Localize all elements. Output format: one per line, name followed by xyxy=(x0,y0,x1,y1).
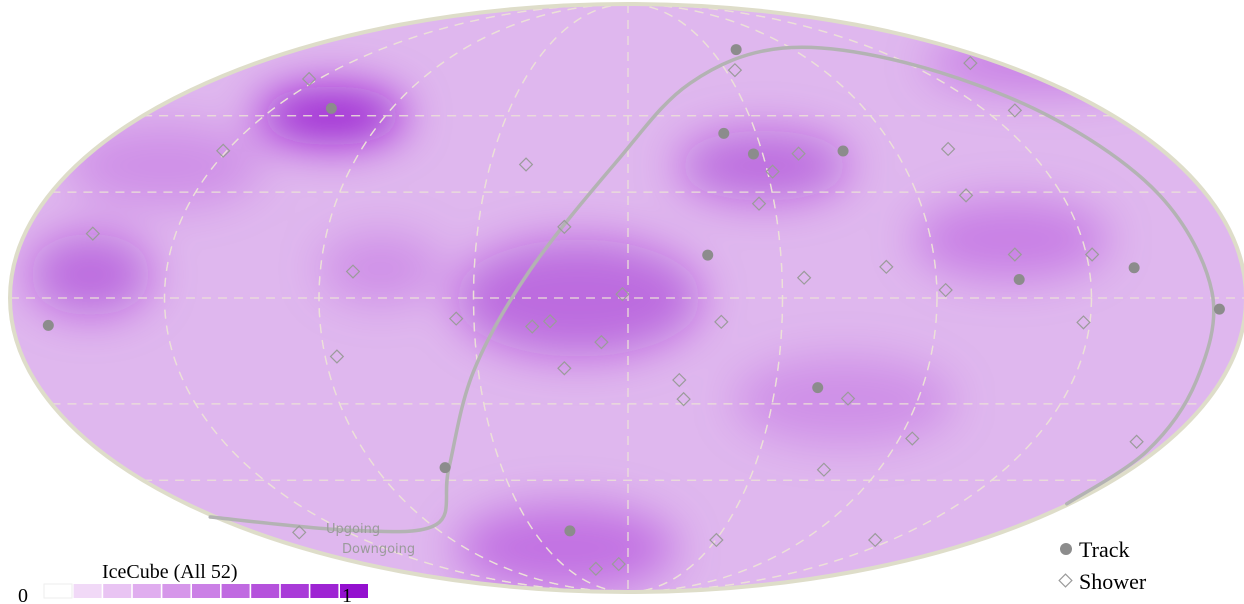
shower-event-0 xyxy=(301,71,317,87)
shower-event-30 xyxy=(840,391,856,406)
shower-event-31 xyxy=(905,431,920,446)
colorbar-swatch-7 xyxy=(251,584,280,598)
event-markers xyxy=(42,44,1225,576)
shower-event-9 xyxy=(557,361,572,376)
track-event-6 xyxy=(1013,273,1025,285)
shower-event-37 xyxy=(588,561,604,576)
track-legend-label: Track xyxy=(1079,537,1130,562)
colorbar-max-label: 1 xyxy=(342,585,352,604)
shower-event-19 xyxy=(751,196,767,211)
track-event-1 xyxy=(730,44,742,56)
shower-event-13 xyxy=(727,62,743,78)
shower-event-5 xyxy=(448,311,464,326)
colorbar-swatch-3 xyxy=(132,584,161,598)
track-event-7 xyxy=(1128,262,1140,274)
track-event-0 xyxy=(325,102,337,114)
shower-event-2 xyxy=(85,226,101,241)
track-event-8 xyxy=(1213,303,1225,315)
downgoing-label: Downgoing xyxy=(342,542,415,557)
shower-legend-label: Shower xyxy=(1079,569,1147,594)
shower-event-16 xyxy=(940,141,956,157)
colorbar-swatches xyxy=(43,583,368,599)
shower-event-17 xyxy=(791,146,806,161)
shower-event-36 xyxy=(292,525,307,540)
shower-event-22 xyxy=(796,270,812,285)
colorbar-swatch-5 xyxy=(192,584,220,598)
shower-event-1 xyxy=(215,143,231,158)
upgoing-label: Upgoing xyxy=(326,522,380,537)
hotspot-7 xyxy=(319,233,443,304)
track-event-11 xyxy=(812,382,824,394)
shower-event-10 xyxy=(615,286,630,302)
shower-event-12 xyxy=(557,219,572,235)
legend: Track Shower xyxy=(1058,537,1147,594)
colorbar-swatch-10 xyxy=(340,584,368,598)
shower-event-28 xyxy=(672,372,687,388)
colorbar-swatch-2 xyxy=(103,584,132,598)
track-event-2 xyxy=(718,127,730,139)
shower-event-7 xyxy=(542,314,558,329)
colorbar-swatch-4 xyxy=(162,584,191,598)
shower-event-38 xyxy=(611,556,626,572)
colorbar: IceCube (All 52) 0 1 xyxy=(18,561,368,604)
shower-event-21 xyxy=(879,259,894,275)
shower-event-29 xyxy=(676,391,691,407)
shower-event-32 xyxy=(816,462,832,477)
shower-event-14 xyxy=(963,55,978,71)
shower-event-23 xyxy=(938,282,953,298)
shower-event-33 xyxy=(1129,434,1144,449)
shower-event-25 xyxy=(1084,247,1100,262)
shower-event-24 xyxy=(1007,247,1023,262)
colorbar-swatch-6 xyxy=(221,584,250,598)
shower-event-11 xyxy=(518,157,534,172)
horizon-curve xyxy=(208,45,1216,534)
colorbar-swatch-8 xyxy=(280,584,309,598)
track-event-9 xyxy=(42,319,54,331)
colorbar-swatch-1 xyxy=(73,584,102,598)
shower-event-35 xyxy=(709,532,724,548)
map-border xyxy=(8,2,1244,594)
shower-event-20 xyxy=(958,188,974,203)
hotspot-1 xyxy=(28,233,153,316)
shower-event-27 xyxy=(1076,315,1091,330)
hotspot-3 xyxy=(677,130,851,201)
track-event-3 xyxy=(747,148,759,160)
colorbar-swatch-9 xyxy=(310,584,339,598)
shower-event-26 xyxy=(714,314,729,330)
shower-event-15 xyxy=(1007,103,1023,118)
shower-legend-icon xyxy=(1058,573,1073,588)
track-event-4 xyxy=(837,145,849,157)
shower-event-18 xyxy=(765,164,780,179)
shower-event-8 xyxy=(594,334,609,350)
hotspot-9 xyxy=(65,124,264,207)
hotspot-4 xyxy=(912,198,1111,281)
meridian-5 xyxy=(163,3,1093,593)
colorbar-swatch-0 xyxy=(43,583,73,599)
track-event-10 xyxy=(439,462,451,474)
shower-event-3 xyxy=(345,264,361,279)
shower-event-34 xyxy=(867,532,883,548)
track-event-12 xyxy=(564,525,576,537)
shower-event-6 xyxy=(524,319,540,334)
hotspot-0 xyxy=(257,86,406,146)
track-event-5 xyxy=(702,249,714,261)
track-legend-icon xyxy=(1060,543,1072,555)
shower-event-4 xyxy=(329,349,345,364)
colorbar-min-label: 0 xyxy=(18,585,28,604)
colorbar-title: IceCube (All 52) xyxy=(102,561,238,583)
